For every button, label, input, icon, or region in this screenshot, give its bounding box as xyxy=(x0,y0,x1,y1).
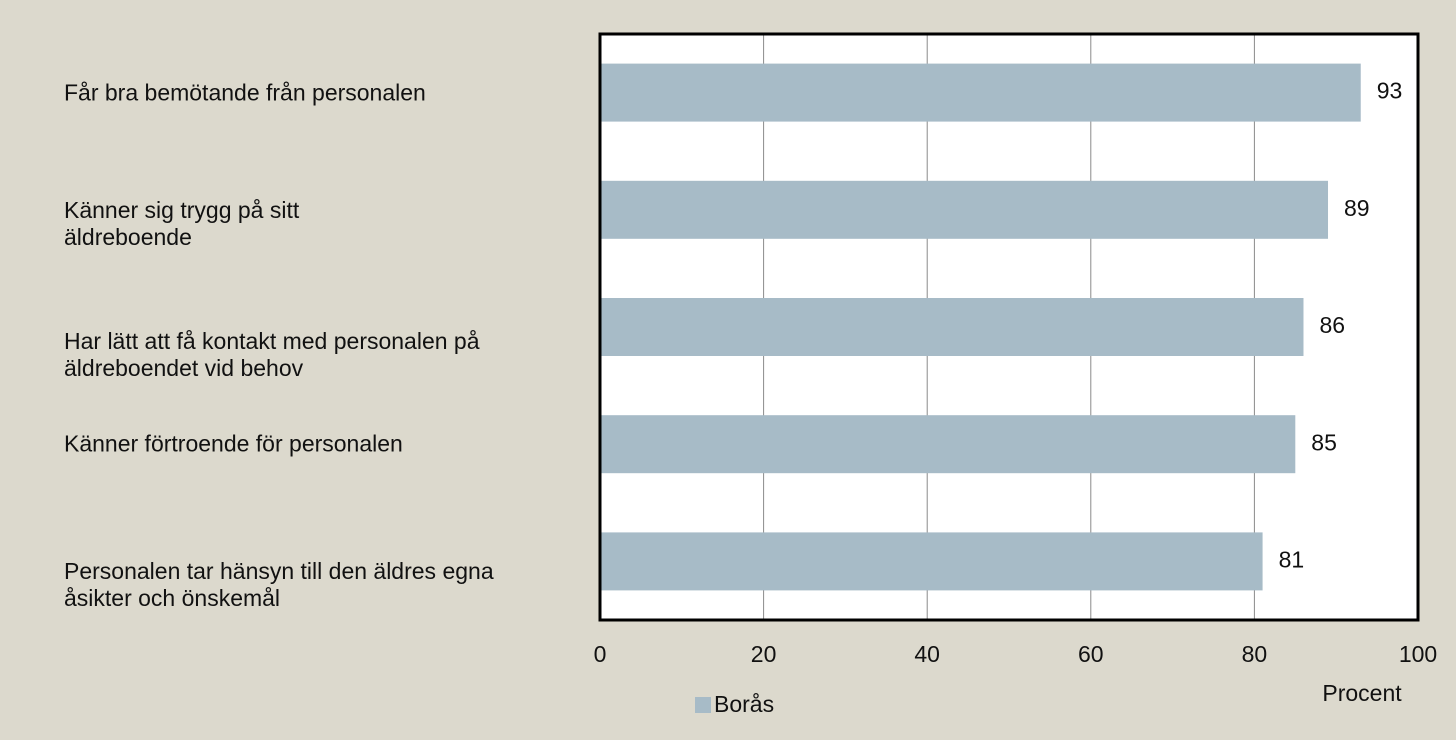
plot-border xyxy=(598,32,1420,622)
bar xyxy=(600,180,1329,239)
x-tick-label: 40 xyxy=(914,641,940,667)
x-tick-label: 60 xyxy=(1078,641,1104,667)
y-tick-label: Får bra bemötande från personalen xyxy=(64,79,426,106)
y-tick-label: Har lätt att få kontakt med personalen p… xyxy=(64,328,480,381)
bar xyxy=(600,298,1304,356)
data-label: 81 xyxy=(1279,546,1305,572)
bar xyxy=(600,415,1296,474)
legend-swatch xyxy=(695,697,711,713)
legend-label: Borås xyxy=(714,691,774,717)
y-tick-label: Känner sig trygg på sitt äldreboende xyxy=(64,196,300,250)
data-label: 86 xyxy=(1319,312,1345,338)
y-tick-label: Personalen tar hänsyn till den äldres eg… xyxy=(64,558,494,612)
bar xyxy=(600,532,1263,591)
data-label: 93 xyxy=(1377,78,1403,104)
y-tick-label: Känner förtroende för personalen xyxy=(64,430,403,457)
data-label: 85 xyxy=(1311,429,1337,455)
bar xyxy=(600,63,1361,122)
x-tick-label: 100 xyxy=(1399,641,1437,667)
x-tick-label: 80 xyxy=(1242,641,1268,667)
x-axis-label: Procent xyxy=(1322,680,1402,706)
x-tick-label: 0 xyxy=(594,641,607,667)
data-label: 89 xyxy=(1344,195,1370,221)
x-tick-label: 20 xyxy=(751,641,777,667)
